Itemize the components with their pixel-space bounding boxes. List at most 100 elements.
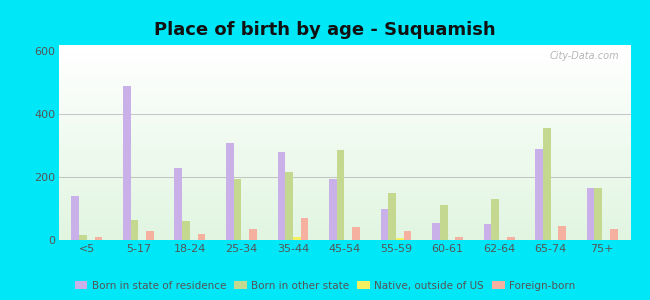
Bar — [58, 230, 630, 231]
Bar — [58, 156, 630, 157]
Bar — [587, 188, 595, 240]
Bar — [58, 159, 630, 160]
Bar — [558, 226, 566, 240]
Bar — [58, 191, 630, 192]
Bar — [58, 48, 630, 49]
Bar — [58, 142, 630, 143]
Bar — [58, 232, 630, 233]
Bar — [58, 70, 630, 71]
Bar — [198, 234, 205, 240]
Bar — [58, 193, 630, 194]
Bar — [58, 106, 630, 107]
Bar — [58, 119, 630, 120]
Bar — [58, 205, 630, 206]
Bar — [58, 51, 630, 52]
Bar — [58, 228, 630, 229]
Bar — [58, 127, 630, 128]
Bar — [58, 56, 630, 57]
Bar — [58, 186, 630, 187]
Bar — [58, 80, 630, 81]
Bar — [58, 60, 630, 61]
Bar — [58, 236, 630, 237]
Bar — [182, 221, 190, 240]
Text: Place of birth by age - Suquamish: Place of birth by age - Suquamish — [154, 21, 496, 39]
Bar — [58, 62, 630, 64]
Bar — [58, 233, 630, 234]
Bar — [58, 72, 630, 73]
Bar — [58, 79, 630, 80]
Bar — [58, 196, 630, 197]
Bar — [58, 153, 630, 154]
Bar — [58, 45, 630, 46]
Bar — [58, 65, 630, 66]
Bar — [226, 142, 234, 240]
Bar — [58, 179, 630, 181]
Bar — [58, 100, 630, 101]
Bar — [58, 137, 630, 138]
Bar — [58, 89, 630, 90]
Bar — [432, 223, 440, 240]
Bar — [58, 123, 630, 124]
Bar — [58, 209, 630, 210]
Bar — [58, 163, 630, 164]
Bar — [58, 125, 630, 126]
Bar — [58, 49, 630, 50]
Bar — [131, 220, 138, 240]
Bar — [404, 231, 411, 240]
Bar — [58, 84, 630, 85]
Bar — [58, 197, 630, 198]
Bar — [352, 227, 360, 240]
Bar — [58, 221, 630, 223]
Bar — [58, 131, 630, 132]
Bar — [58, 164, 630, 165]
Bar — [58, 135, 630, 136]
Bar — [58, 218, 630, 220]
Bar — [58, 148, 630, 149]
Bar — [58, 146, 630, 147]
Bar — [58, 117, 630, 118]
Bar — [94, 237, 102, 240]
Bar — [58, 212, 630, 213]
Bar — [58, 147, 630, 148]
Bar — [58, 169, 630, 170]
Bar — [58, 110, 630, 111]
Bar — [58, 46, 630, 47]
Bar — [58, 188, 630, 189]
Bar — [595, 188, 602, 240]
Bar — [58, 94, 630, 95]
Bar — [301, 218, 309, 240]
Bar — [58, 210, 630, 211]
Bar — [58, 76, 630, 77]
Bar — [58, 122, 630, 123]
Bar — [58, 69, 630, 70]
Bar — [58, 224, 630, 225]
Bar — [58, 85, 630, 86]
Bar — [58, 86, 630, 87]
Bar — [278, 152, 285, 240]
Bar — [58, 88, 630, 89]
Bar — [484, 224, 491, 240]
Bar — [58, 52, 630, 53]
Bar — [58, 174, 630, 175]
Bar — [58, 200, 630, 201]
Bar — [58, 75, 630, 76]
Bar — [58, 154, 630, 155]
Bar — [58, 133, 630, 134]
Legend: Born in state of residence, Born in other state, Native, outside of US, Foreign-: Born in state of residence, Born in othe… — [71, 277, 579, 295]
Bar — [58, 227, 630, 228]
Bar — [543, 128, 551, 240]
Bar — [58, 220, 630, 221]
Bar — [58, 185, 630, 186]
Bar — [337, 150, 344, 240]
Bar — [58, 120, 630, 121]
Bar — [58, 237, 630, 238]
Bar — [58, 74, 630, 75]
Bar — [58, 214, 630, 215]
Bar — [58, 140, 630, 142]
Bar — [58, 150, 630, 151]
Bar — [58, 231, 630, 232]
Bar — [58, 68, 630, 69]
Bar — [58, 208, 630, 209]
Bar — [58, 83, 630, 84]
Bar — [58, 116, 630, 117]
